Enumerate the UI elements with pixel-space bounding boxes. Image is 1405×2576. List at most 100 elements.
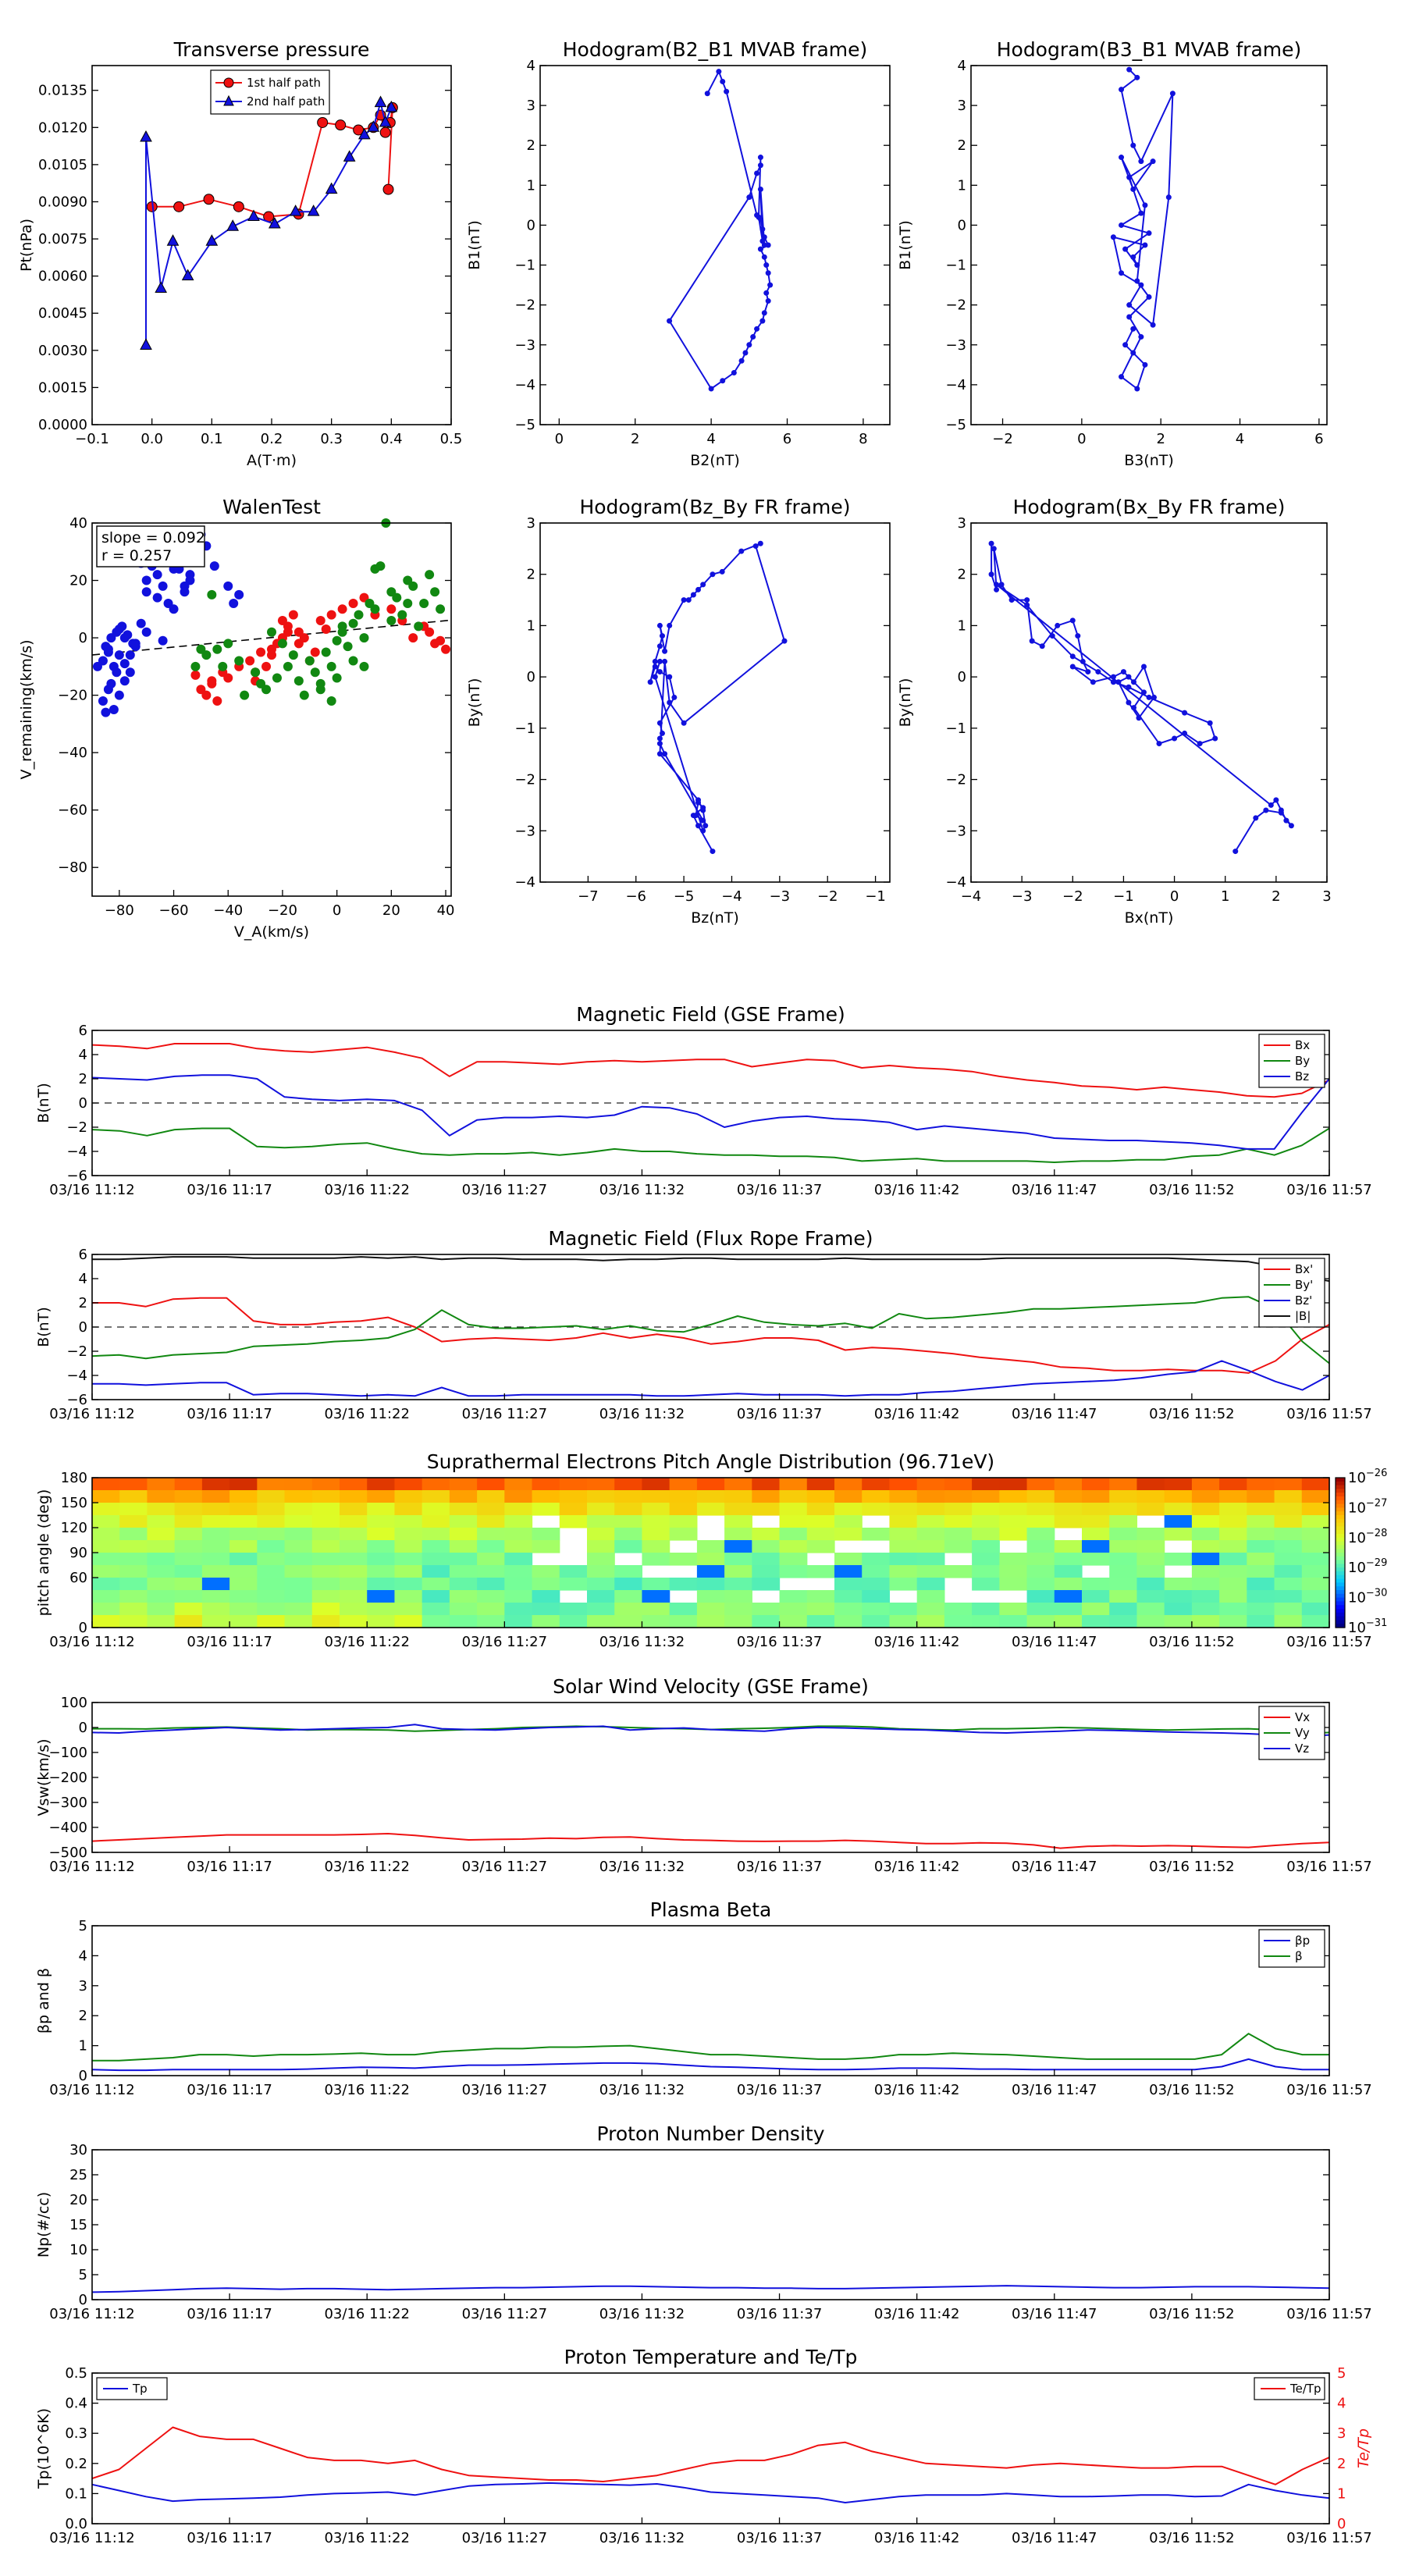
heatmap-cell — [916, 1540, 945, 1553]
y-tick-label: 4 — [79, 1948, 87, 1964]
heatmap-cell — [477, 1603, 505, 1616]
heatmap-cell — [1136, 1615, 1165, 1628]
heatmap-cell — [1082, 1553, 1110, 1566]
heatmap-cell — [449, 1565, 478, 1578]
heatmap-cell — [504, 1515, 533, 1528]
y-tick-label: 0 — [79, 1620, 87, 1636]
colorbar-segment — [1336, 1560, 1345, 1564]
x-tick-label: 03/16 11:52 — [1149, 2306, 1234, 2322]
heatmap-cell — [669, 1503, 698, 1516]
x-tick-label: −1 — [865, 888, 886, 905]
heatmap-cell — [806, 1515, 835, 1528]
x-axis-label: B3(nT) — [1124, 452, 1174, 469]
heatmap-cell — [669, 1578, 698, 1591]
heatmap-cell — [724, 1503, 752, 1516]
series-line-By' — [91, 1296, 1330, 1364]
y-tick-label: 0.0045 — [38, 305, 87, 322]
colorbar-segment — [1336, 1553, 1345, 1557]
data-point — [114, 690, 124, 700]
heatmap-cell — [340, 1540, 368, 1553]
heatmap-cell — [201, 1590, 230, 1603]
data-point — [1119, 87, 1125, 93]
heatmap-cell — [422, 1578, 450, 1591]
data-point — [108, 705, 119, 714]
x-tick-label: 03/16 11:37 — [737, 1182, 822, 1198]
heatmap-cell — [1109, 1553, 1138, 1566]
heatmap-cell — [724, 1590, 752, 1603]
x-tick-label: 03/16 11:27 — [462, 1634, 547, 1650]
heatmap-cell — [92, 1615, 120, 1628]
heatmap-cell — [92, 1478, 120, 1491]
heatmap-cell — [642, 1490, 670, 1503]
heatmap-cell — [422, 1503, 450, 1516]
data-point — [1110, 234, 1116, 240]
data-point — [1126, 302, 1133, 308]
data-point — [1039, 643, 1045, 649]
y-tick-label: −4 — [514, 377, 535, 393]
heatmap-cell — [724, 1565, 752, 1578]
heatmap-cell — [1274, 1590, 1303, 1603]
x-tick-label: 0.4 — [380, 431, 403, 447]
x-tick-label: 03/16 11:12 — [49, 1406, 134, 1422]
heatmap-cell — [1109, 1615, 1138, 1628]
data-point — [277, 616, 287, 626]
colorbar-tick-label: 10−26 — [1348, 1468, 1387, 1486]
data-point — [656, 669, 663, 675]
heatmap-cell — [174, 1615, 203, 1628]
data-point — [234, 656, 244, 666]
heatmap-cell — [422, 1615, 450, 1628]
y-tick-label: −6 — [66, 1392, 87, 1408]
x-tick-label: −3 — [770, 888, 791, 905]
data-point — [119, 676, 130, 686]
data-point — [1122, 246, 1129, 252]
plot-frame — [539, 65, 891, 425]
data-point — [1278, 809, 1284, 816]
y-axis-label: B(nT) — [35, 1307, 52, 1347]
heatmap-cell — [1109, 1590, 1138, 1603]
data-point — [1024, 602, 1030, 608]
colorbar-segment — [1336, 1574, 1345, 1580]
heatmap-cell — [1082, 1490, 1110, 1503]
data-point — [1122, 342, 1129, 348]
heatmap-cell — [944, 1528, 973, 1541]
data-point — [704, 91, 710, 97]
plot-frame — [91, 522, 452, 897]
x-tick-label: 03/16 11:32 — [599, 1182, 685, 1198]
heatmap-cell — [642, 1528, 670, 1541]
data-point — [321, 624, 331, 635]
heatmap-cell — [340, 1615, 368, 1628]
y-axis-label: B1(nT) — [897, 220, 914, 270]
heatmap-cell — [284, 1565, 313, 1578]
heatmap-cell — [944, 1603, 973, 1616]
heatmap-cell — [532, 1503, 560, 1516]
heatmap-cell — [284, 1553, 313, 1566]
y-tick-label: 3 — [958, 98, 966, 114]
data-point — [1283, 817, 1289, 824]
y-axis-label: By(nT) — [897, 678, 914, 728]
legend: βpβ — [1258, 1929, 1325, 1968]
data-point — [1126, 684, 1132, 690]
heatmap-cell — [1301, 1603, 1330, 1616]
data-point — [229, 598, 239, 608]
heatmap-cell — [201, 1553, 230, 1566]
heatmap-cell — [999, 1603, 1028, 1616]
data-point — [326, 661, 336, 671]
heatmap-cell — [367, 1565, 396, 1578]
heatmap-cell — [999, 1478, 1028, 1491]
heatmap-cell — [779, 1478, 808, 1491]
y-axis-label: Np(#/cc) — [35, 2192, 52, 2258]
heatmap-cell — [340, 1578, 368, 1591]
heatmap-cell — [1191, 1540, 1220, 1553]
heatmap-cell — [696, 1615, 725, 1628]
data-point — [1146, 230, 1152, 237]
x-tick-label: −40 — [213, 902, 243, 919]
legend-label: Bx' — [1295, 1262, 1313, 1276]
legend-marker — [223, 77, 234, 88]
data-point — [158, 581, 168, 591]
y-tick-label: 5 — [79, 1918, 87, 1934]
plot-frame — [91, 1925, 1330, 2076]
data-point — [1182, 710, 1188, 716]
y-tick-label: 0.0 — [65, 2516, 87, 2532]
data-point — [335, 119, 347, 131]
